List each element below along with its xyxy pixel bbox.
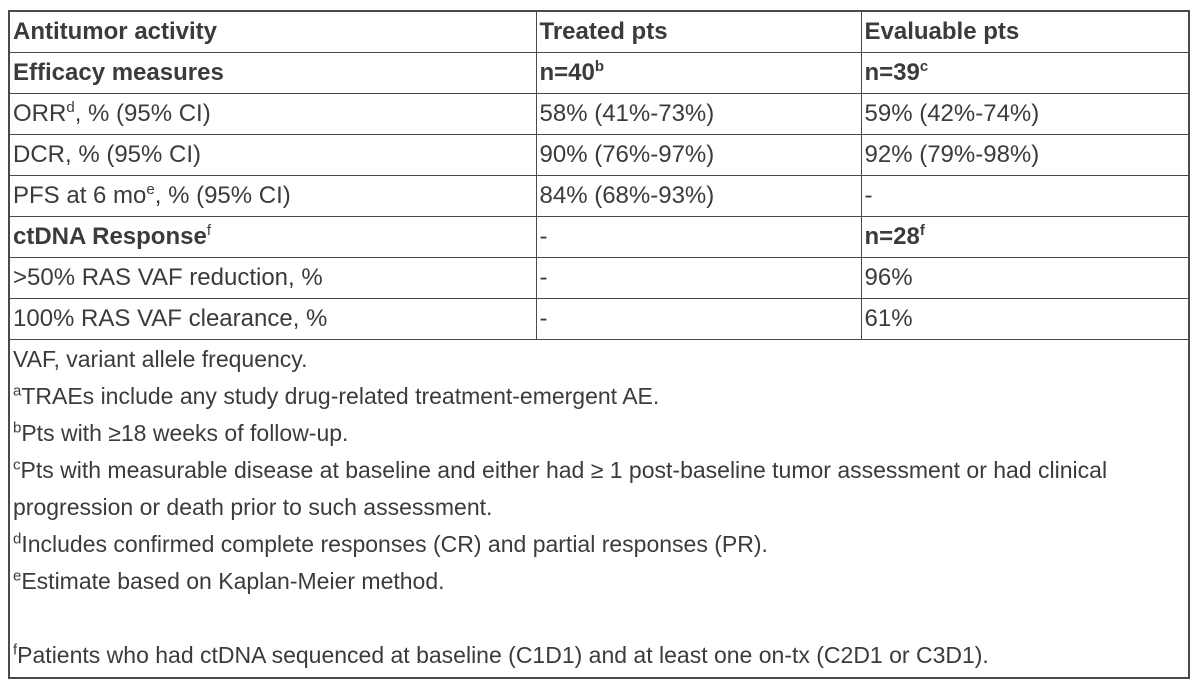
table-row-subheader: Efficacy measures n=40b n=39c xyxy=(8,52,1190,94)
table-cell: n=39c xyxy=(860,52,1190,94)
table-cell: 96% xyxy=(860,257,1190,299)
table-cell: - xyxy=(535,216,862,258)
superscript-marker: d xyxy=(13,530,22,548)
superscript-marker: a xyxy=(13,382,22,400)
superscript-marker: b xyxy=(594,58,605,76)
footnote-line: fPatients who had ctDNA sequenced at bas… xyxy=(13,641,989,668)
table-cell: 58% (41%-73%) xyxy=(535,93,862,135)
table-row-data: >50% RAS VAF reduction, % -96% xyxy=(8,257,1190,299)
table-cell: >50% RAS VAF reduction, % xyxy=(8,257,537,299)
footnotes-cell: VAF, variant allele frequency. aTRAEs inc… xyxy=(8,339,1190,679)
table-cell: 84% (68%-93%) xyxy=(535,175,862,217)
table-cell: Treated pts xyxy=(535,10,862,53)
table-row-subheader: ctDNA Responsef - n=28f xyxy=(8,216,1190,258)
superscript-marker: e xyxy=(146,181,155,199)
table-cell: Evaluable pts xyxy=(860,10,1190,53)
table-cell: - xyxy=(860,175,1190,217)
footnote-line: VAF, variant allele frequency. xyxy=(13,346,308,372)
table-cell: - xyxy=(535,257,862,299)
superscript-marker: e xyxy=(13,567,22,585)
footnote-line: eEstimate based on Kaplan-Meier method. xyxy=(13,567,445,594)
table-cell: ctDNA Responsef xyxy=(8,216,537,258)
table-cell: PFS at 6 moe, % (95% CI) xyxy=(8,175,537,217)
footnote-line: aTRAEs include any study drug-related tr… xyxy=(13,382,660,409)
table-cell: Efficacy measures xyxy=(8,52,537,94)
table-cell: 59% (42%-74%) xyxy=(860,93,1190,135)
superscript-marker: f xyxy=(13,641,18,659)
antitumor-table-body: Antitumor activity Treated pts Evaluable p… xyxy=(8,10,1190,679)
table-row-footnotes: VAF, variant allele frequency. aTRAEs inc… xyxy=(8,339,1190,679)
superscript-marker: d xyxy=(66,99,75,117)
table-cell: - xyxy=(535,298,862,340)
superscript-marker: c xyxy=(919,58,929,76)
table-row-data: ORRd, % (95% CI) 58% (41%-73%) 59% (42%-74… xyxy=(8,93,1190,135)
table-cell: 92% (79%-98%) xyxy=(860,134,1190,176)
superscript-marker: f xyxy=(919,222,925,240)
table-cell: 100% RAS VAF clearance, % xyxy=(8,298,537,340)
table-row-data: DCR, % (95% CI) 90% (76%-97%) 92% (79%-98%… xyxy=(8,134,1190,176)
superscript-marker: b xyxy=(13,419,22,437)
superscript-marker: f xyxy=(206,222,211,240)
footnote-line: dIncludes confirmed complete responses (… xyxy=(13,530,768,557)
antitumor-activity-table: Antitumor activity Treated pts Evaluable p… xyxy=(8,10,1190,679)
table-row-data: PFS at 6 moe, % (95% CI) 84% (68%-93%) - xyxy=(8,175,1190,217)
table-cell: n=28f xyxy=(860,216,1190,258)
table-row-header: Antitumor activity Treated pts Evaluable p… xyxy=(8,10,1190,53)
table-cell: 90% (76%-97%) xyxy=(535,134,862,176)
table-cell: Antitumor activity xyxy=(8,10,537,53)
superscript-marker: c xyxy=(13,456,21,474)
table-cell: n=40b xyxy=(535,52,862,94)
table-cell: 61% xyxy=(860,298,1190,340)
table-row-data: 100% RAS VAF clearance, % -61% xyxy=(8,298,1190,340)
footnote-line: cPts with measurable disease at baseline… xyxy=(13,456,1108,520)
table-cell: DCR, % (95% CI) xyxy=(8,134,537,176)
footnote-blank-line xyxy=(13,600,1184,637)
footnote-line: bPts with ≥18 weeks of follow-up. xyxy=(13,419,349,446)
table-cell: ORRd, % (95% CI) xyxy=(8,93,537,135)
